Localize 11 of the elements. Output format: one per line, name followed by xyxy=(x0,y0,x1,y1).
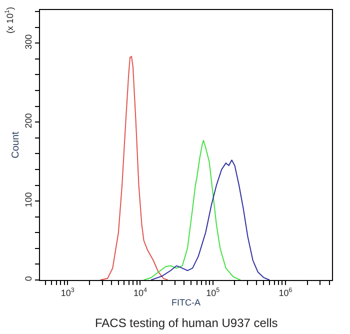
x-tick-label: 10$^{6}$ xyxy=(278,287,293,298)
y-tick-label: 0 xyxy=(23,276,34,282)
y-tick-label: 100 xyxy=(23,192,34,208)
text: FACS testing of human U937 cells xyxy=(95,316,278,330)
y-tick-label: 200 xyxy=(23,113,34,128)
x-tick-label: 10$^{3}$ xyxy=(60,287,75,298)
x-axis-title: FITC-A xyxy=(172,298,200,308)
y-axis-title: Count xyxy=(10,131,22,158)
x-tick-label: 10$^{4}$ xyxy=(133,287,148,298)
x-tick-label: 10$^{5}$ xyxy=(206,287,220,298)
y-tick-label: 300 xyxy=(23,34,34,50)
